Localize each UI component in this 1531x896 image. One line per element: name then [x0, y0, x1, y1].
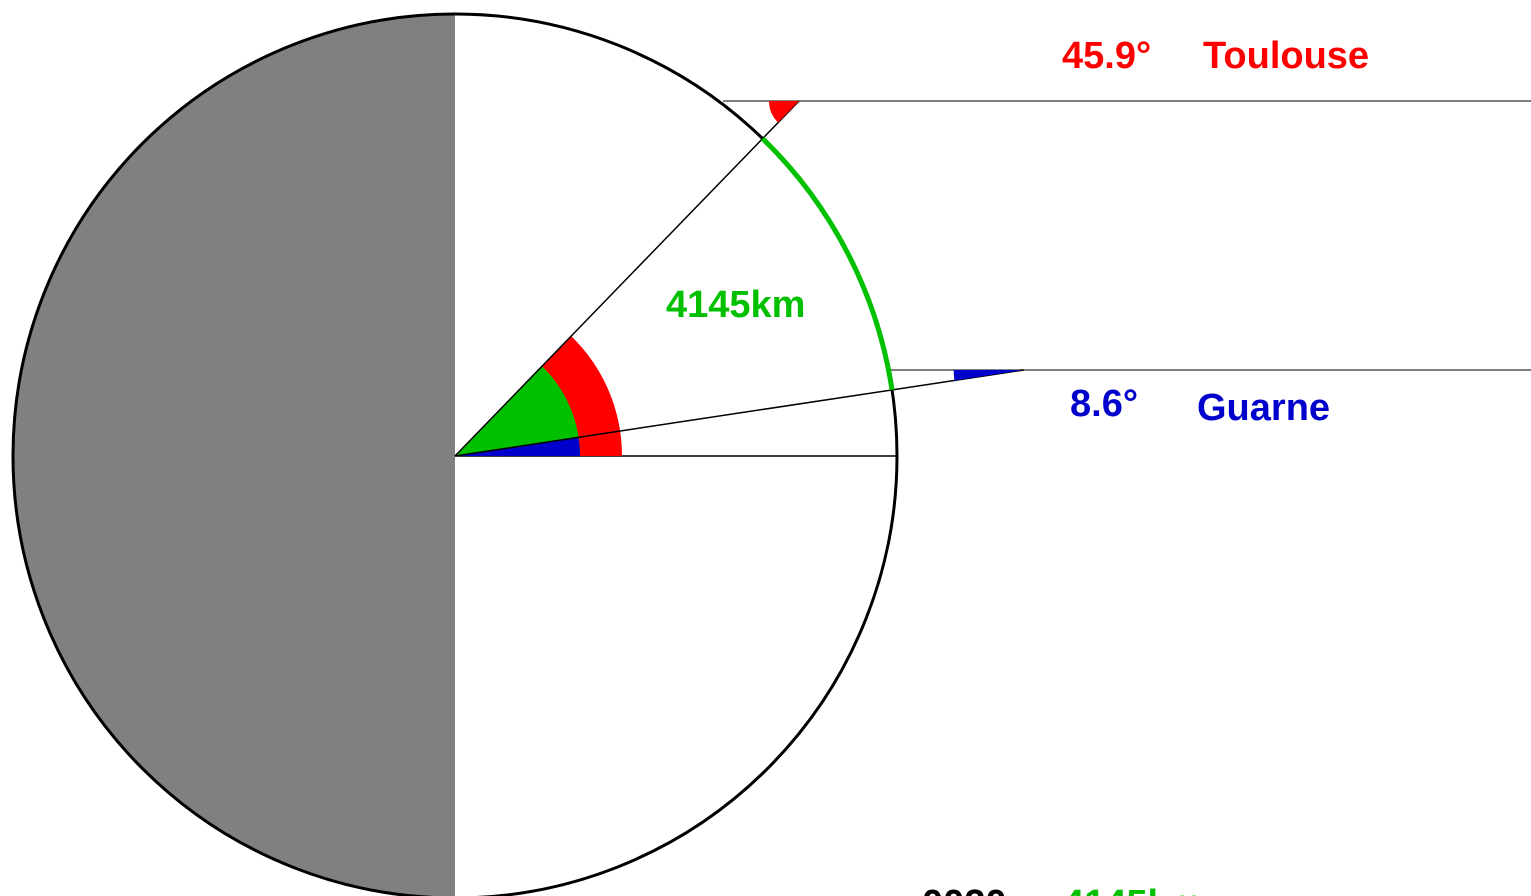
guarne-name-label: Guarne — [1197, 387, 1330, 429]
guarne-radius-line — [454, 369, 1024, 457]
bottom-partial-right-text: 4145km — [1063, 883, 1202, 896]
night-hemisphere — [13, 14, 455, 896]
toulouse-angle-label: 45.9° — [1062, 35, 1151, 77]
toulouse-ray-angle-marker — [769, 101, 800, 123]
bottom-partial-left-text: 0020 — [922, 883, 1007, 896]
distance-label: 4145km — [666, 284, 805, 326]
difference-angle-wedge — [455, 366, 580, 456]
toulouse-name-label: Toulouse — [1203, 35, 1369, 77]
guarne-angle-label: 8.6° — [1070, 383, 1138, 425]
guarne-ray-angle-marker — [953, 370, 1024, 381]
toulouse-radius-line — [454, 100, 800, 457]
distance-arc — [760, 136, 895, 391]
